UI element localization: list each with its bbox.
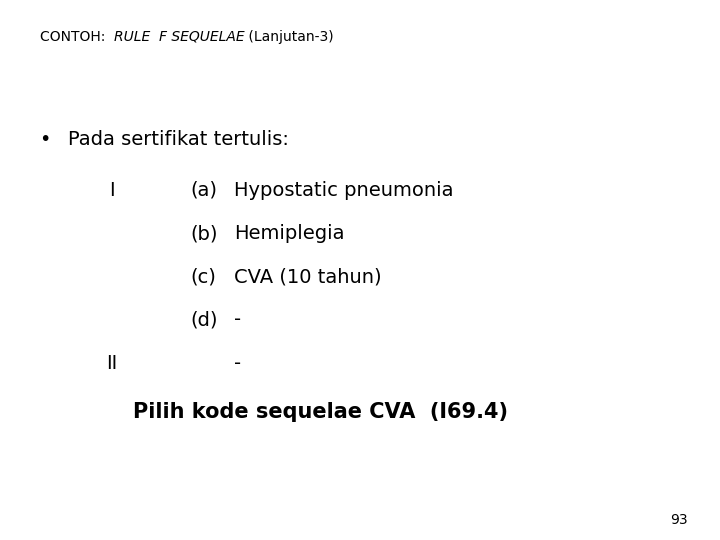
Text: I: I xyxy=(109,181,114,200)
Text: Hemiplegia: Hemiplegia xyxy=(234,224,344,243)
Text: Pada sertifikat tertulis:: Pada sertifikat tertulis: xyxy=(68,130,289,148)
Text: Pilih kode sequelae CVA  (I69.4): Pilih kode sequelae CVA (I69.4) xyxy=(133,402,508,422)
Text: (a): (a) xyxy=(191,181,218,200)
Text: (c): (c) xyxy=(191,267,217,286)
Text: 93: 93 xyxy=(670,512,688,526)
Text: •: • xyxy=(40,130,51,148)
Text: Hypostatic pneumonia: Hypostatic pneumonia xyxy=(234,181,454,200)
Text: (d): (d) xyxy=(191,310,218,329)
Text: CONTOH:: CONTOH: xyxy=(40,30,114,44)
Text: CVA (10 tahun): CVA (10 tahun) xyxy=(234,267,382,286)
Text: II: II xyxy=(106,354,117,373)
Text: -: - xyxy=(234,310,241,329)
Text: (b): (b) xyxy=(191,224,218,243)
Text: (Lanjutan-3): (Lanjutan-3) xyxy=(244,30,334,44)
Text: -: - xyxy=(234,354,241,373)
Text: RULE  F SEQUELAE: RULE F SEQUELAE xyxy=(114,30,244,44)
